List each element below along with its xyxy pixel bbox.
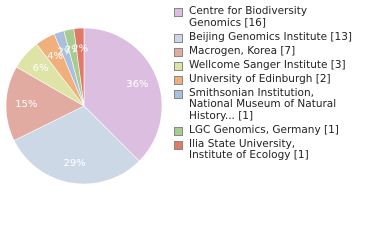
pie-slice — [73, 27, 85, 107]
legend-item: Beijing Genomics Institute [13] — [172, 30, 378, 44]
slice-label: 36% — [126, 79, 148, 90]
legend-label: Smithsonian Institution, National Museum… — [189, 86, 337, 122]
slice-label: 2% — [72, 43, 88, 54]
legend-label: University of Edinburgh [2] — [189, 72, 331, 85]
legend-label: Wellcome Sanger Institute [3] — [189, 58, 346, 71]
slice-label: 15% — [15, 99, 37, 110]
legend-label: Beijing Genomics Institute [13] — [189, 30, 352, 43]
legend-swatch — [174, 8, 183, 17]
legend-item: Smithsonian Institution, National Museum… — [172, 86, 378, 123]
pie-slice — [5, 66, 85, 141]
legend-label: Ilia State University, Institute of Ecol… — [189, 137, 309, 161]
slice-label: 6% — [33, 63, 49, 74]
legend-label: Centre for Biodiversity Genomics [16] — [189, 5, 308, 29]
legend-label: Macrogen, Korea [7] — [189, 44, 296, 57]
slice-label: 4% — [47, 51, 63, 62]
legend-item: Ilia State University, Institute of Ecol… — [172, 137, 378, 162]
legend-swatch — [174, 75, 183, 85]
legend-swatch — [174, 33, 183, 43]
pie-slice — [83, 27, 163, 162]
slice-label: 2% — [58, 46, 74, 57]
legend-swatch — [174, 47, 183, 57]
legend: Centre for Biodiversity Genomics [16] Bei… — [172, 5, 378, 164]
legend-swatch — [174, 140, 183, 150]
slice-label: 29% — [63, 158, 85, 169]
legend-swatch — [174, 61, 183, 71]
legend-item: Wellcome Sanger Institute [3] — [172, 58, 378, 72]
legend-item: Centre for Biodiversity Genomics [16] — [172, 5, 378, 29]
pie-slice — [13, 105, 140, 185]
legend-label: LGC Genomics, Germany [1] — [189, 123, 339, 136]
legend-swatch — [174, 126, 183, 136]
legend-item: LGC Genomics, Germany [1] — [172, 123, 378, 137]
legend-swatch — [174, 89, 183, 99]
slice-label: 2% — [65, 44, 81, 55]
legend-item: Macrogen, Korea [7] — [172, 44, 378, 58]
legend-item: University of Edinburgh [2] — [172, 72, 378, 86]
chart: 36%29%15%6%4%2%2%2% — [5, 27, 163, 185]
